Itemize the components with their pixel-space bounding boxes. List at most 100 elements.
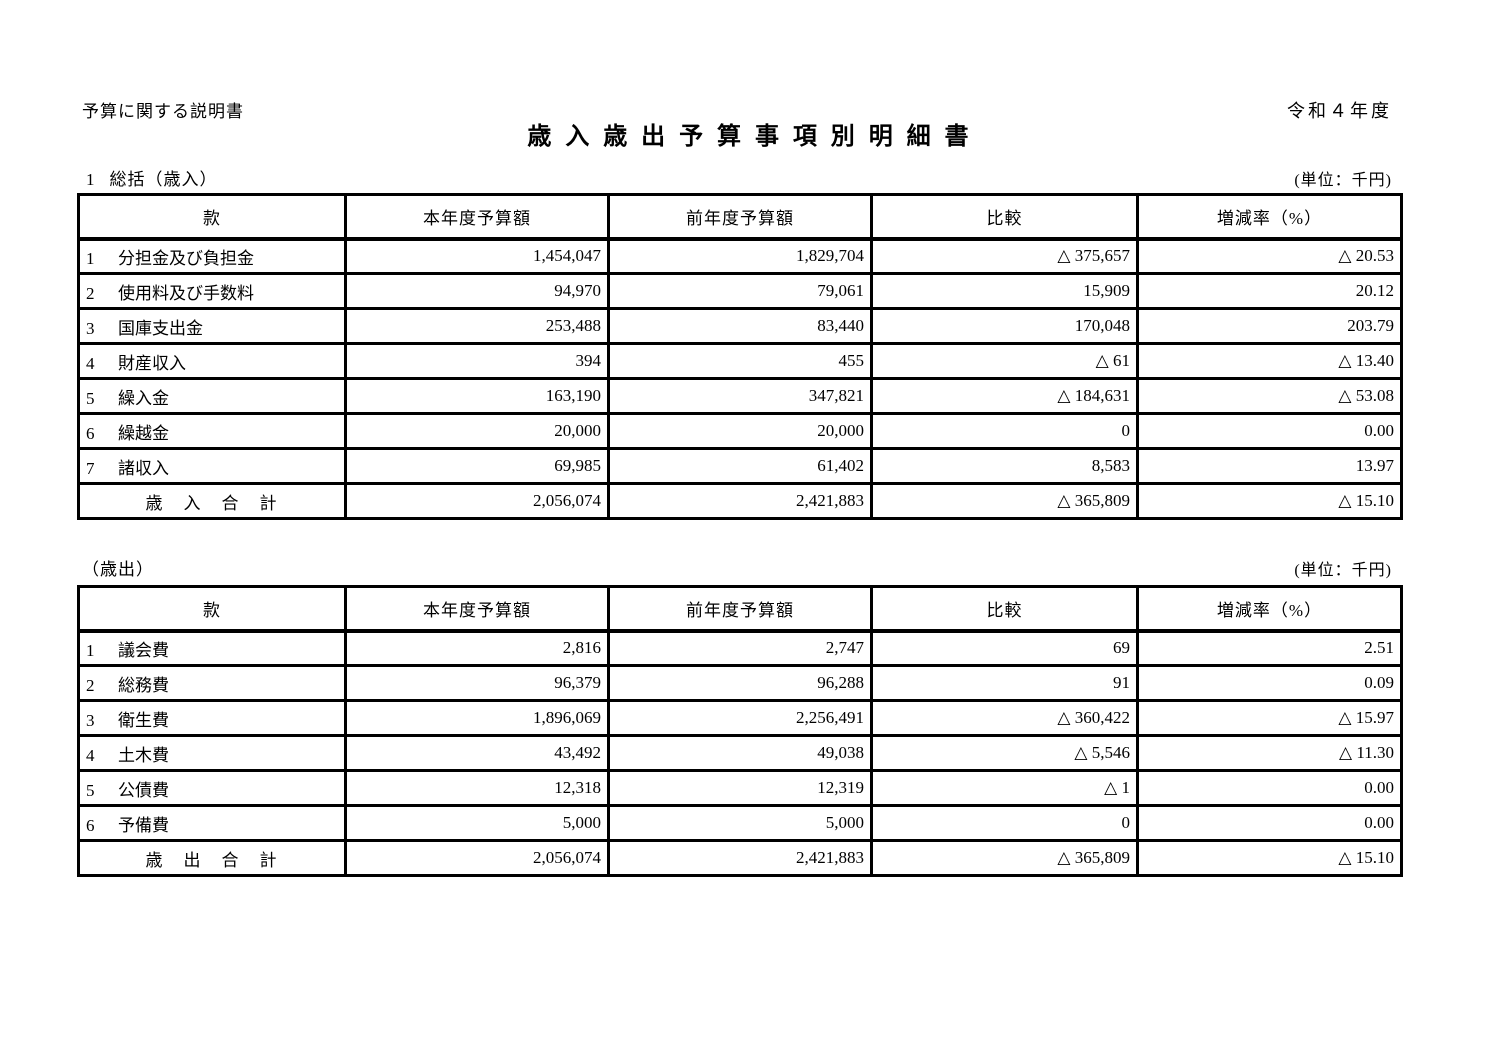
subject-cell: 1 分担金及び負担金 bbox=[77, 237, 347, 275]
comparison-cell: 69 bbox=[870, 629, 1139, 667]
col-header-comparison: 比較 bbox=[870, 193, 1139, 241]
row-number: 1 bbox=[86, 640, 95, 660]
expenditure-header-row: 款 本年度予算額 前年度予算額 比較 増減率（%） bbox=[77, 585, 1403, 633]
table-row: 4 土木費 43,492 49,038 △ 5,546 △ 11.30 bbox=[77, 734, 1403, 772]
comparison-cell: 15,909 bbox=[870, 272, 1139, 310]
expenditure-total-label: 歳 出 合 計 bbox=[77, 839, 347, 877]
previous-year-amount-cell: 96,288 bbox=[607, 664, 873, 702]
col-header-previous-year: 前年度予算額 bbox=[607, 585, 873, 633]
col-header-current-year: 本年度予算額 bbox=[344, 193, 610, 241]
subject-name: 衛生費 bbox=[118, 710, 169, 730]
subject-name: 議会費 bbox=[118, 640, 169, 660]
rate-cell: △ 11.30 bbox=[1136, 734, 1403, 772]
revenue-total-label: 歳 入 合 計 bbox=[77, 482, 347, 520]
current-year-amount-cell: 1,896,069 bbox=[344, 699, 610, 737]
rate-cell: △ 15.97 bbox=[1136, 699, 1403, 737]
current-year-amount-cell: 1,454,047 bbox=[344, 237, 610, 275]
rate-cell: 2.51 bbox=[1136, 629, 1403, 667]
rate-cell: 0.00 bbox=[1136, 804, 1403, 842]
subject-name: 財産収入 bbox=[118, 353, 186, 373]
subject-cell: 5 公債費 bbox=[77, 769, 347, 807]
previous-year-amount-cell: 5,000 bbox=[607, 804, 873, 842]
current-year-amount-cell: 163,190 bbox=[344, 377, 610, 415]
subject-name: 公債費 bbox=[118, 780, 169, 800]
comparison-cell: △ 184,631 bbox=[870, 377, 1139, 415]
table-row: 5 公債費 12,318 12,319 △ 1 0.00 bbox=[77, 769, 1403, 807]
previous-year-amount-cell: 1,829,704 bbox=[607, 237, 873, 275]
revenue-section-number: 1 bbox=[86, 170, 96, 189]
subject-cell: 4 土木費 bbox=[77, 734, 347, 772]
subject-name: 繰越金 bbox=[118, 423, 169, 443]
revenue-table: 款 本年度予算額 前年度予算額 比較 増減率（%） 1 分担金及び負担金 1,45… bbox=[77, 193, 1403, 520]
comparison-cell: △ 360,422 bbox=[870, 699, 1139, 737]
subject-cell: 6 繰越金 bbox=[77, 412, 347, 450]
rate-cell: △ 53.08 bbox=[1136, 377, 1403, 415]
col-header-rate: 増減率（%） bbox=[1136, 193, 1403, 241]
revenue-total-row: 歳 入 合 計 2,056,074 2,421,883 △ 365,809 △ … bbox=[77, 482, 1403, 520]
expenditure-section-label: （歳出） bbox=[82, 560, 154, 579]
col-header-subject: 款 bbox=[77, 193, 347, 241]
expenditure-table: 款 本年度予算額 前年度予算額 比較 増減率（%） 1 議会費 2,816 2,7… bbox=[77, 585, 1403, 877]
current-year-amount-cell: 394 bbox=[344, 342, 610, 380]
current-year-amount-cell: 20,000 bbox=[344, 412, 610, 450]
subject-name: 諸収入 bbox=[118, 458, 169, 478]
rate-cell: 20.12 bbox=[1136, 272, 1403, 310]
page-title: 歳入歳出予算事項別明細書 bbox=[527, 124, 983, 150]
current-year-amount-cell: 2,056,074 bbox=[344, 482, 610, 520]
row-number: 5 bbox=[86, 388, 95, 408]
subject-name: 分担金及び負担金 bbox=[118, 248, 254, 268]
row-number: 5 bbox=[86, 780, 95, 800]
table-row: 1 分担金及び負担金 1,454,047 1,829,704 △ 375,657 … bbox=[77, 237, 1403, 275]
revenue-unit-label: (単位：千円) bbox=[1294, 172, 1392, 189]
subject-cell: 7 諸収入 bbox=[77, 447, 347, 485]
previous-year-amount-cell: 347,821 bbox=[607, 377, 873, 415]
current-year-amount-cell: 69,985 bbox=[344, 447, 610, 485]
subject-name: 使用料及び手数料 bbox=[118, 283, 254, 303]
table-row: 2 総務費 96,379 96,288 91 0.09 bbox=[77, 664, 1403, 702]
current-year-amount-cell: 5,000 bbox=[344, 804, 610, 842]
comparison-cell: 91 bbox=[870, 664, 1139, 702]
rate-cell: 13.97 bbox=[1136, 447, 1403, 485]
subject-name: 繰入金 bbox=[118, 388, 169, 408]
row-number: 2 bbox=[86, 675, 95, 695]
row-number: 1 bbox=[86, 248, 95, 268]
rate-cell: 0.00 bbox=[1136, 769, 1403, 807]
previous-year-amount-cell: 2,421,883 bbox=[607, 482, 873, 520]
current-year-amount-cell: 43,492 bbox=[344, 734, 610, 772]
expenditure-total-row: 歳 出 合 計 2,056,074 2,421,883 △ 365,809 △ … bbox=[77, 839, 1403, 877]
revenue-header-row: 款 本年度予算額 前年度予算額 比較 増減率（%） bbox=[77, 193, 1403, 241]
comparison-cell: 0 bbox=[870, 804, 1139, 842]
rate-cell: 0.00 bbox=[1136, 412, 1403, 450]
table-row: 2 使用料及び手数料 94,970 79,061 15,909 20.12 bbox=[77, 272, 1403, 310]
revenue-section-title: 総括（歳入） bbox=[109, 170, 218, 189]
col-header-previous-year: 前年度予算額 bbox=[607, 193, 873, 241]
col-header-subject: 款 bbox=[77, 585, 347, 633]
subject-cell: 2 総務費 bbox=[77, 664, 347, 702]
current-year-amount-cell: 96,379 bbox=[344, 664, 610, 702]
previous-year-amount-cell: 83,440 bbox=[607, 307, 873, 345]
comparison-cell: △ 365,809 bbox=[870, 839, 1139, 877]
subject-cell: 5 繰入金 bbox=[77, 377, 347, 415]
rate-cell: △ 20.53 bbox=[1136, 237, 1403, 275]
row-number: 2 bbox=[86, 283, 95, 303]
comparison-cell: △ 61 bbox=[870, 342, 1139, 380]
table-row: 3 国庫支出金 253,488 83,440 170,048 203.79 bbox=[77, 307, 1403, 345]
col-header-current-year: 本年度予算額 bbox=[344, 585, 610, 633]
row-number: 4 bbox=[86, 745, 95, 765]
previous-year-amount-cell: 2,421,883 bbox=[607, 839, 873, 877]
subject-cell: 2 使用料及び手数料 bbox=[77, 272, 347, 310]
previous-year-amount-cell: 20,000 bbox=[607, 412, 873, 450]
table-row: 5 繰入金 163,190 347,821 △ 184,631 △ 53.08 bbox=[77, 377, 1403, 415]
subject-name: 土木費 bbox=[118, 745, 169, 765]
table-row: 7 諸収入 69,985 61,402 8,583 13.97 bbox=[77, 447, 1403, 485]
table-row: 3 衛生費 1,896,069 2,256,491 △ 360,422 △ 15.… bbox=[77, 699, 1403, 737]
current-year-amount-cell: 12,318 bbox=[344, 769, 610, 807]
subject-cell: 6 予備費 bbox=[77, 804, 347, 842]
row-number: 4 bbox=[86, 353, 95, 373]
current-year-amount-cell: 253,488 bbox=[344, 307, 610, 345]
subject-name: 国庫支出金 bbox=[118, 318, 203, 338]
subject-name: 総務費 bbox=[118, 675, 169, 695]
table-row: 6 繰越金 20,000 20,000 0 0.00 bbox=[77, 412, 1403, 450]
previous-year-amount-cell: 2,747 bbox=[607, 629, 873, 667]
